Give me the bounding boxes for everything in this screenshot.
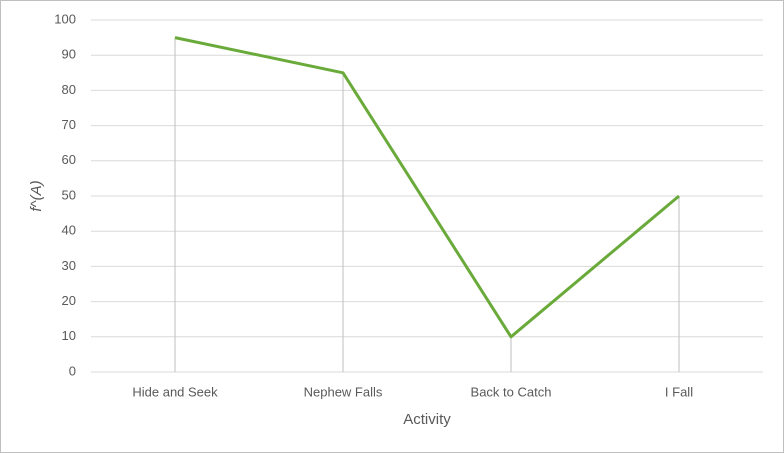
y-axis-title: f^(A) bbox=[28, 180, 45, 211]
y-tick-label: 70 bbox=[62, 117, 76, 132]
line bbox=[174, 36, 680, 339]
x-tick-label: I Fall bbox=[665, 384, 693, 399]
x-axis-title: Activity bbox=[403, 411, 451, 428]
y-tick-label: 10 bbox=[62, 328, 76, 343]
y-tick-label: 90 bbox=[62, 47, 76, 62]
x-tick-label: Back to Catch bbox=[471, 384, 552, 399]
x-tick-label: Hide and Seek bbox=[132, 384, 218, 399]
y-tick-label: 40 bbox=[62, 223, 76, 238]
y-tick-label: 50 bbox=[62, 187, 76, 202]
y-tick-label: 30 bbox=[62, 258, 76, 273]
y-tick-label: 0 bbox=[69, 363, 76, 378]
x-tick-label: Nephew Falls bbox=[304, 384, 383, 399]
y-tick-label: 20 bbox=[62, 293, 76, 308]
y-tick-label: 100 bbox=[54, 11, 76, 26]
y-tick-label: 80 bbox=[62, 82, 76, 97]
y-tick-label: 60 bbox=[62, 152, 76, 167]
